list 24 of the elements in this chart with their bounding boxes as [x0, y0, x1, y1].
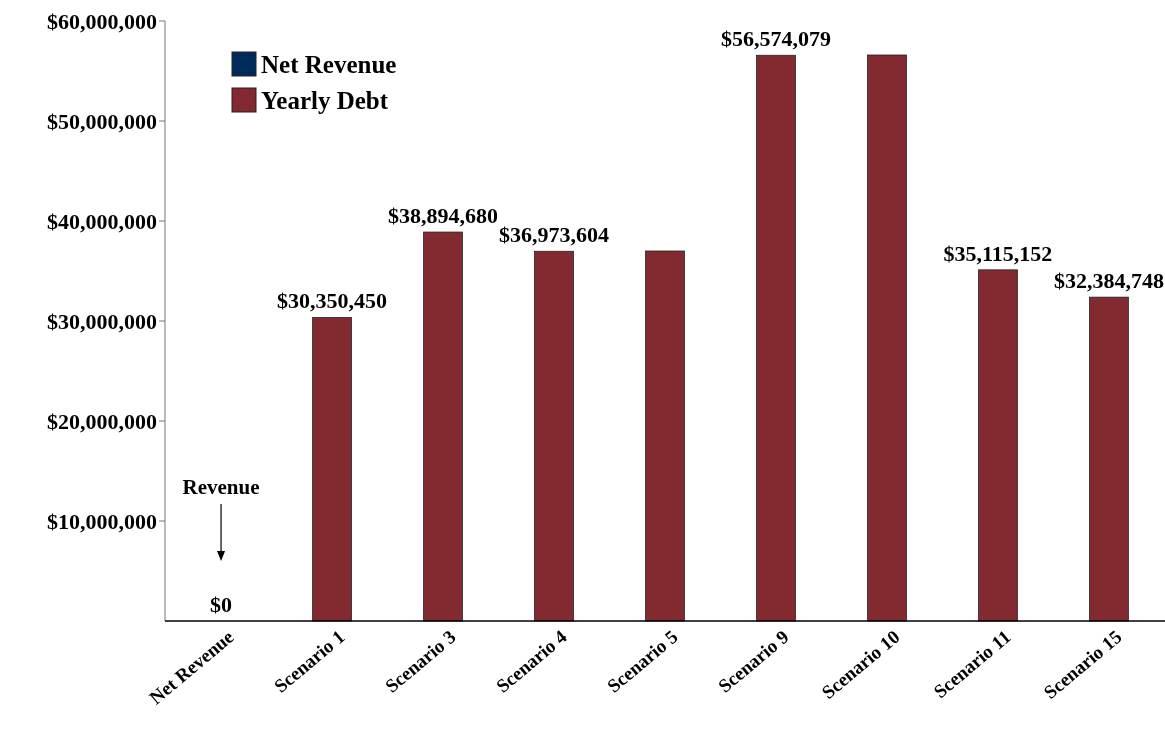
bar	[978, 269, 1018, 622]
bar	[867, 54, 907, 622]
bar	[534, 250, 574, 622]
data-label: $32,384,748	[1053, 268, 1164, 294]
legend-label: Net Revenue	[261, 50, 397, 78]
data-label: $38,894,680	[388, 203, 499, 229]
y-tick-label: $30,000,000	[47, 308, 157, 334]
annotation: Revenue	[182, 475, 260, 499]
bar	[312, 317, 352, 622]
y-tick-label: $10,000,000	[47, 508, 157, 534]
bar	[645, 250, 685, 622]
y-tick-label: $40,000,000	[47, 208, 157, 234]
data-label: $56,574,079	[720, 26, 831, 52]
data-label: $30,350,450	[277, 288, 388, 314]
y-tick-label: $50,000,000	[47, 108, 157, 134]
bar	[423, 231, 463, 622]
data-label: $35,115,152	[943, 240, 1053, 266]
bar	[756, 54, 796, 622]
data-label: $0	[210, 592, 233, 617]
data-label: $36,973,604	[499, 222, 610, 248]
bar	[1089, 296, 1129, 622]
y-tick-label: $20,000,000	[47, 408, 157, 434]
y-tick-label: $60,000,000	[47, 8, 157, 34]
legend-label: Yearly Debt	[261, 86, 389, 114]
